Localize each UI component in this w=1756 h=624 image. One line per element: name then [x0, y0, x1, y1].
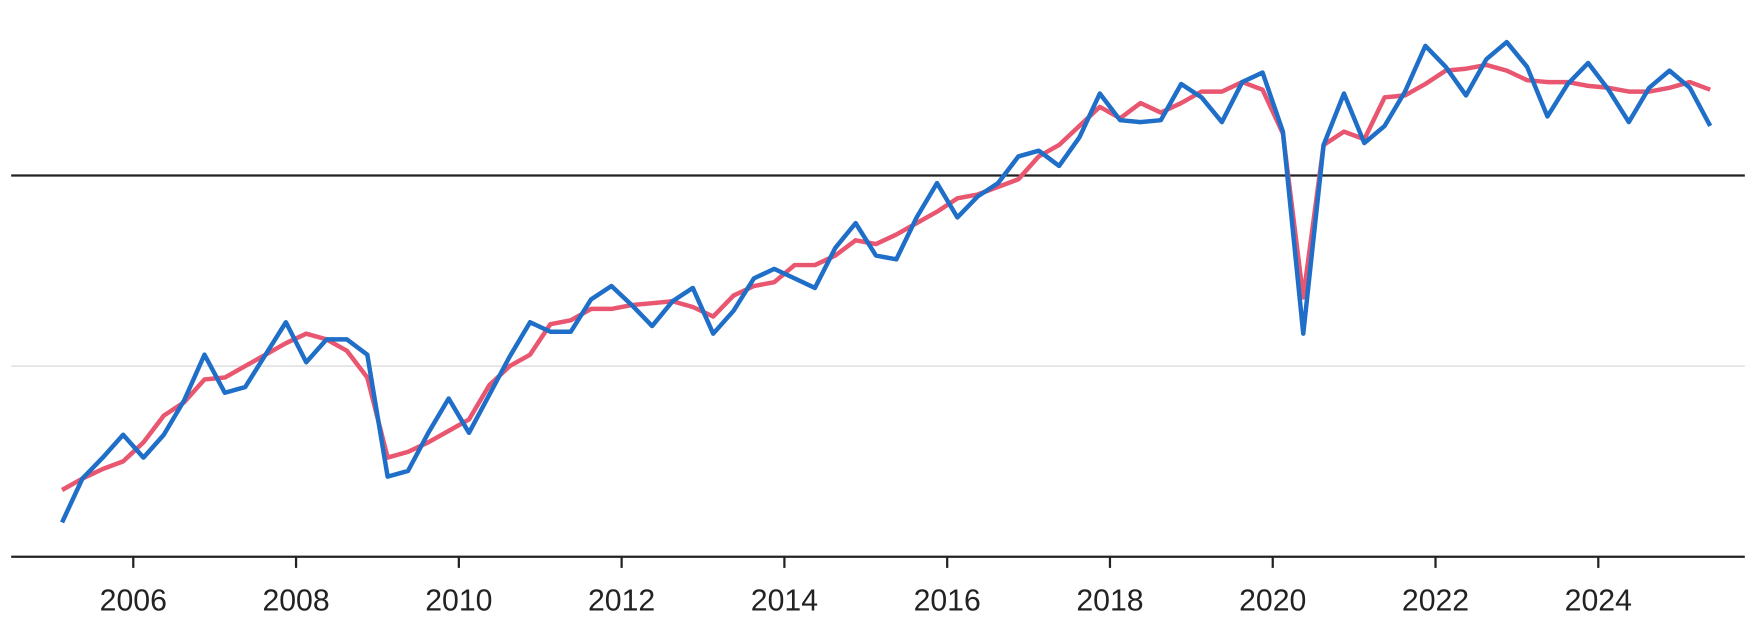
series-line: [60, 62, 1711, 492]
x-tick-label: 2016: [914, 584, 981, 617]
x-tick-label: 2008: [262, 584, 329, 617]
x-tick-label: 2010: [425, 584, 492, 617]
x-tick-label: 2022: [1402, 584, 1469, 617]
x-tick-label: 2020: [1239, 584, 1306, 617]
series-line: [60, 39, 1713, 524]
x-tick-label: 2018: [1076, 584, 1143, 617]
x-tick-label: 2014: [751, 584, 818, 617]
x-tick-label: 2024: [1565, 584, 1632, 617]
x-tick-label: 2006: [100, 584, 167, 617]
x-tick-label: 2012: [588, 584, 655, 617]
